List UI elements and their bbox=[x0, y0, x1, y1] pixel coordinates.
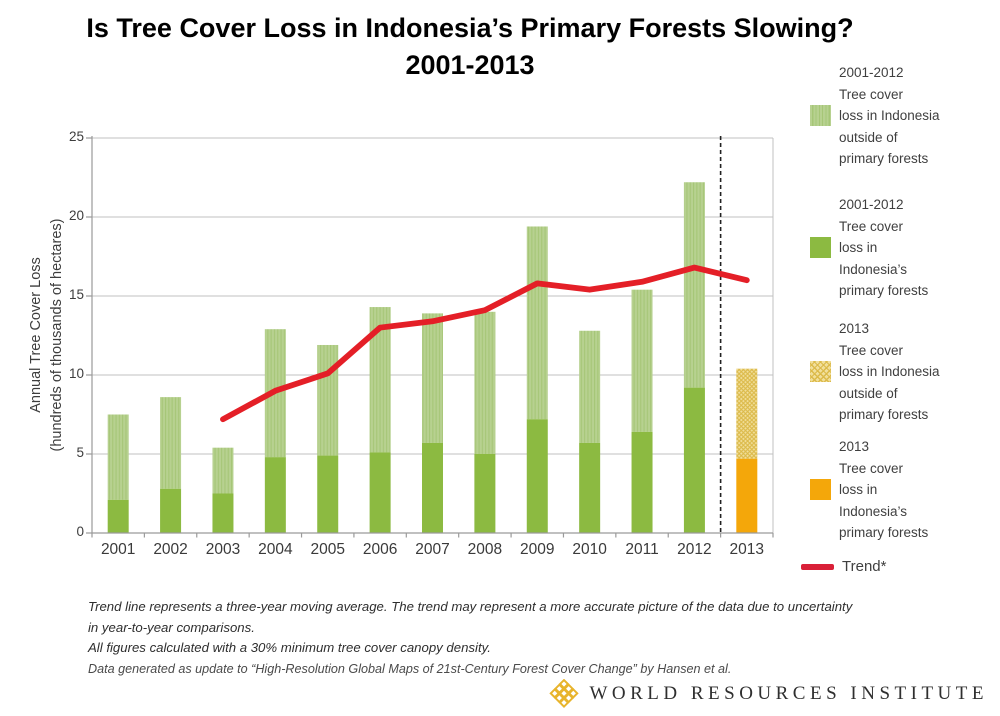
chart-title-line1: Is Tree Cover Loss in Indonesia’s Primar… bbox=[86, 13, 854, 43]
legend-swatch-trend-line-icon bbox=[801, 564, 834, 570]
bar-2005-outside bbox=[317, 344, 339, 456]
legend-label: 2001-2012 Tree cover loss in Indonesia o… bbox=[839, 65, 940, 166]
legend-item-outside-2013: 2013 Tree cover loss in Indonesia outsid… bbox=[810, 318, 940, 426]
bar-2003-outside bbox=[212, 447, 234, 494]
legend-item-trend: Trend* bbox=[801, 556, 886, 578]
legend-label: 2001-2012 Tree cover loss in Indonesia’s… bbox=[839, 197, 929, 298]
y-axis-title: Annual Tree Cover Loss (hundreds of thou… bbox=[28, 218, 65, 452]
footnote-canopy-density: All figures calculated with a 30% minimu… bbox=[88, 640, 491, 655]
x-tick-label-2003: 2003 bbox=[205, 541, 241, 558]
bar-2001-outside bbox=[107, 414, 129, 500]
wri-logo-lattice-icon bbox=[549, 679, 580, 708]
bar-2009-primary bbox=[526, 419, 548, 533]
legend-item-outside-2001-2012: 2001-2012 Tree cover loss in Indonesia o… bbox=[810, 62, 940, 170]
x-tick-label-2002: 2002 bbox=[153, 541, 188, 558]
legend: 2001-2012 Tree cover loss in Indonesia o… bbox=[801, 0, 998, 600]
bar-2002-outside bbox=[160, 397, 182, 489]
bar-2001-primary bbox=[107, 499, 129, 533]
x-tick-label-2011: 2011 bbox=[625, 541, 659, 558]
bar-2007-outside bbox=[422, 313, 443, 443]
legend-label: 2013 Tree cover loss in Indonesia outsid… bbox=[839, 321, 940, 422]
x-tick-label-2006: 2006 bbox=[362, 541, 398, 558]
bar-2004-outside bbox=[264, 329, 286, 458]
bar-2007-primary bbox=[422, 442, 443, 533]
bar-2002-primary bbox=[160, 488, 182, 533]
bar-2009-outside bbox=[526, 226, 548, 420]
bar-2006-primary bbox=[369, 452, 391, 533]
bar-2013-outside bbox=[736, 368, 758, 459]
bar-2005-primary bbox=[317, 455, 339, 533]
legend-swatch-light-green-icon bbox=[810, 105, 831, 127]
wri-logo-text: WORLD RESOURCES INSTITUTE bbox=[589, 683, 988, 704]
x-tick-label-2013: 2013 bbox=[729, 541, 765, 558]
x-tick-label-2012: 2012 bbox=[677, 541, 712, 558]
legend-item-primary-2001-2012: 2001-2012 Tree cover loss in Indonesia’s… bbox=[810, 194, 928, 302]
bar-2010-outside bbox=[579, 330, 601, 443]
chart-title-line2: 2001-2013 bbox=[405, 50, 535, 80]
bar-2012-outside bbox=[683, 182, 705, 388]
bar-2008-primary bbox=[474, 454, 496, 533]
y-tick-label-20: 20 bbox=[68, 208, 84, 223]
wri-logo: WORLD RESOURCES INSTITUTE bbox=[549, 679, 988, 709]
bar-2004-primary bbox=[264, 457, 286, 533]
legend-label: 2013 Tree cover loss in Indonesia’s prim… bbox=[839, 439, 929, 540]
y-tick-label-0: 0 bbox=[76, 524, 84, 539]
x-tick-label-2010: 2010 bbox=[572, 541, 607, 558]
y-tick-label-15: 15 bbox=[68, 287, 84, 302]
x-tick-label-2001: 2001 bbox=[100, 541, 136, 558]
y-tick-label-10: 10 bbox=[68, 366, 84, 381]
bar-2013-primary bbox=[736, 458, 758, 533]
legend-label: Trend* bbox=[842, 558, 887, 575]
legend-swatch-orange-icon bbox=[810, 479, 831, 501]
legend-item-primary-2013: 2013 Tree cover loss in Indonesia’s prim… bbox=[810, 436, 928, 544]
bar-2010-primary bbox=[579, 442, 601, 533]
footnote-trend: Trend line represents a three-year movin… bbox=[88, 599, 853, 635]
bar-2008-outside bbox=[474, 311, 496, 454]
x-tick-label-2004: 2004 bbox=[258, 541, 293, 558]
y-tick-label-25: 25 bbox=[68, 129, 84, 144]
chart-title: Is Tree Cover Loss in Indonesia’s Primar… bbox=[0, 10, 940, 84]
bar-2012-primary bbox=[683, 387, 705, 533]
legend-swatch-dark-green-icon bbox=[810, 237, 831, 259]
legend-swatch-yellow-hatch-icon bbox=[810, 361, 831, 383]
footnote-data-source: Data generated as update to “High-Resolu… bbox=[88, 661, 732, 676]
footnotes: Trend line represents a three-year movin… bbox=[88, 597, 868, 679]
trend-line bbox=[220, 264, 750, 423]
x-tick-label-2008: 2008 bbox=[467, 541, 503, 558]
bar-2011-primary bbox=[631, 431, 653, 533]
x-tick-label-2005: 2005 bbox=[310, 541, 345, 558]
bar-2011-outside bbox=[631, 289, 653, 432]
bar-2006-outside bbox=[369, 307, 391, 453]
bar-2003-primary bbox=[212, 493, 234, 533]
y-tick-label-5: 5 bbox=[76, 445, 84, 460]
x-tick-label-2009: 2009 bbox=[520, 541, 555, 558]
x-tick-label-2007: 2007 bbox=[415, 541, 450, 558]
